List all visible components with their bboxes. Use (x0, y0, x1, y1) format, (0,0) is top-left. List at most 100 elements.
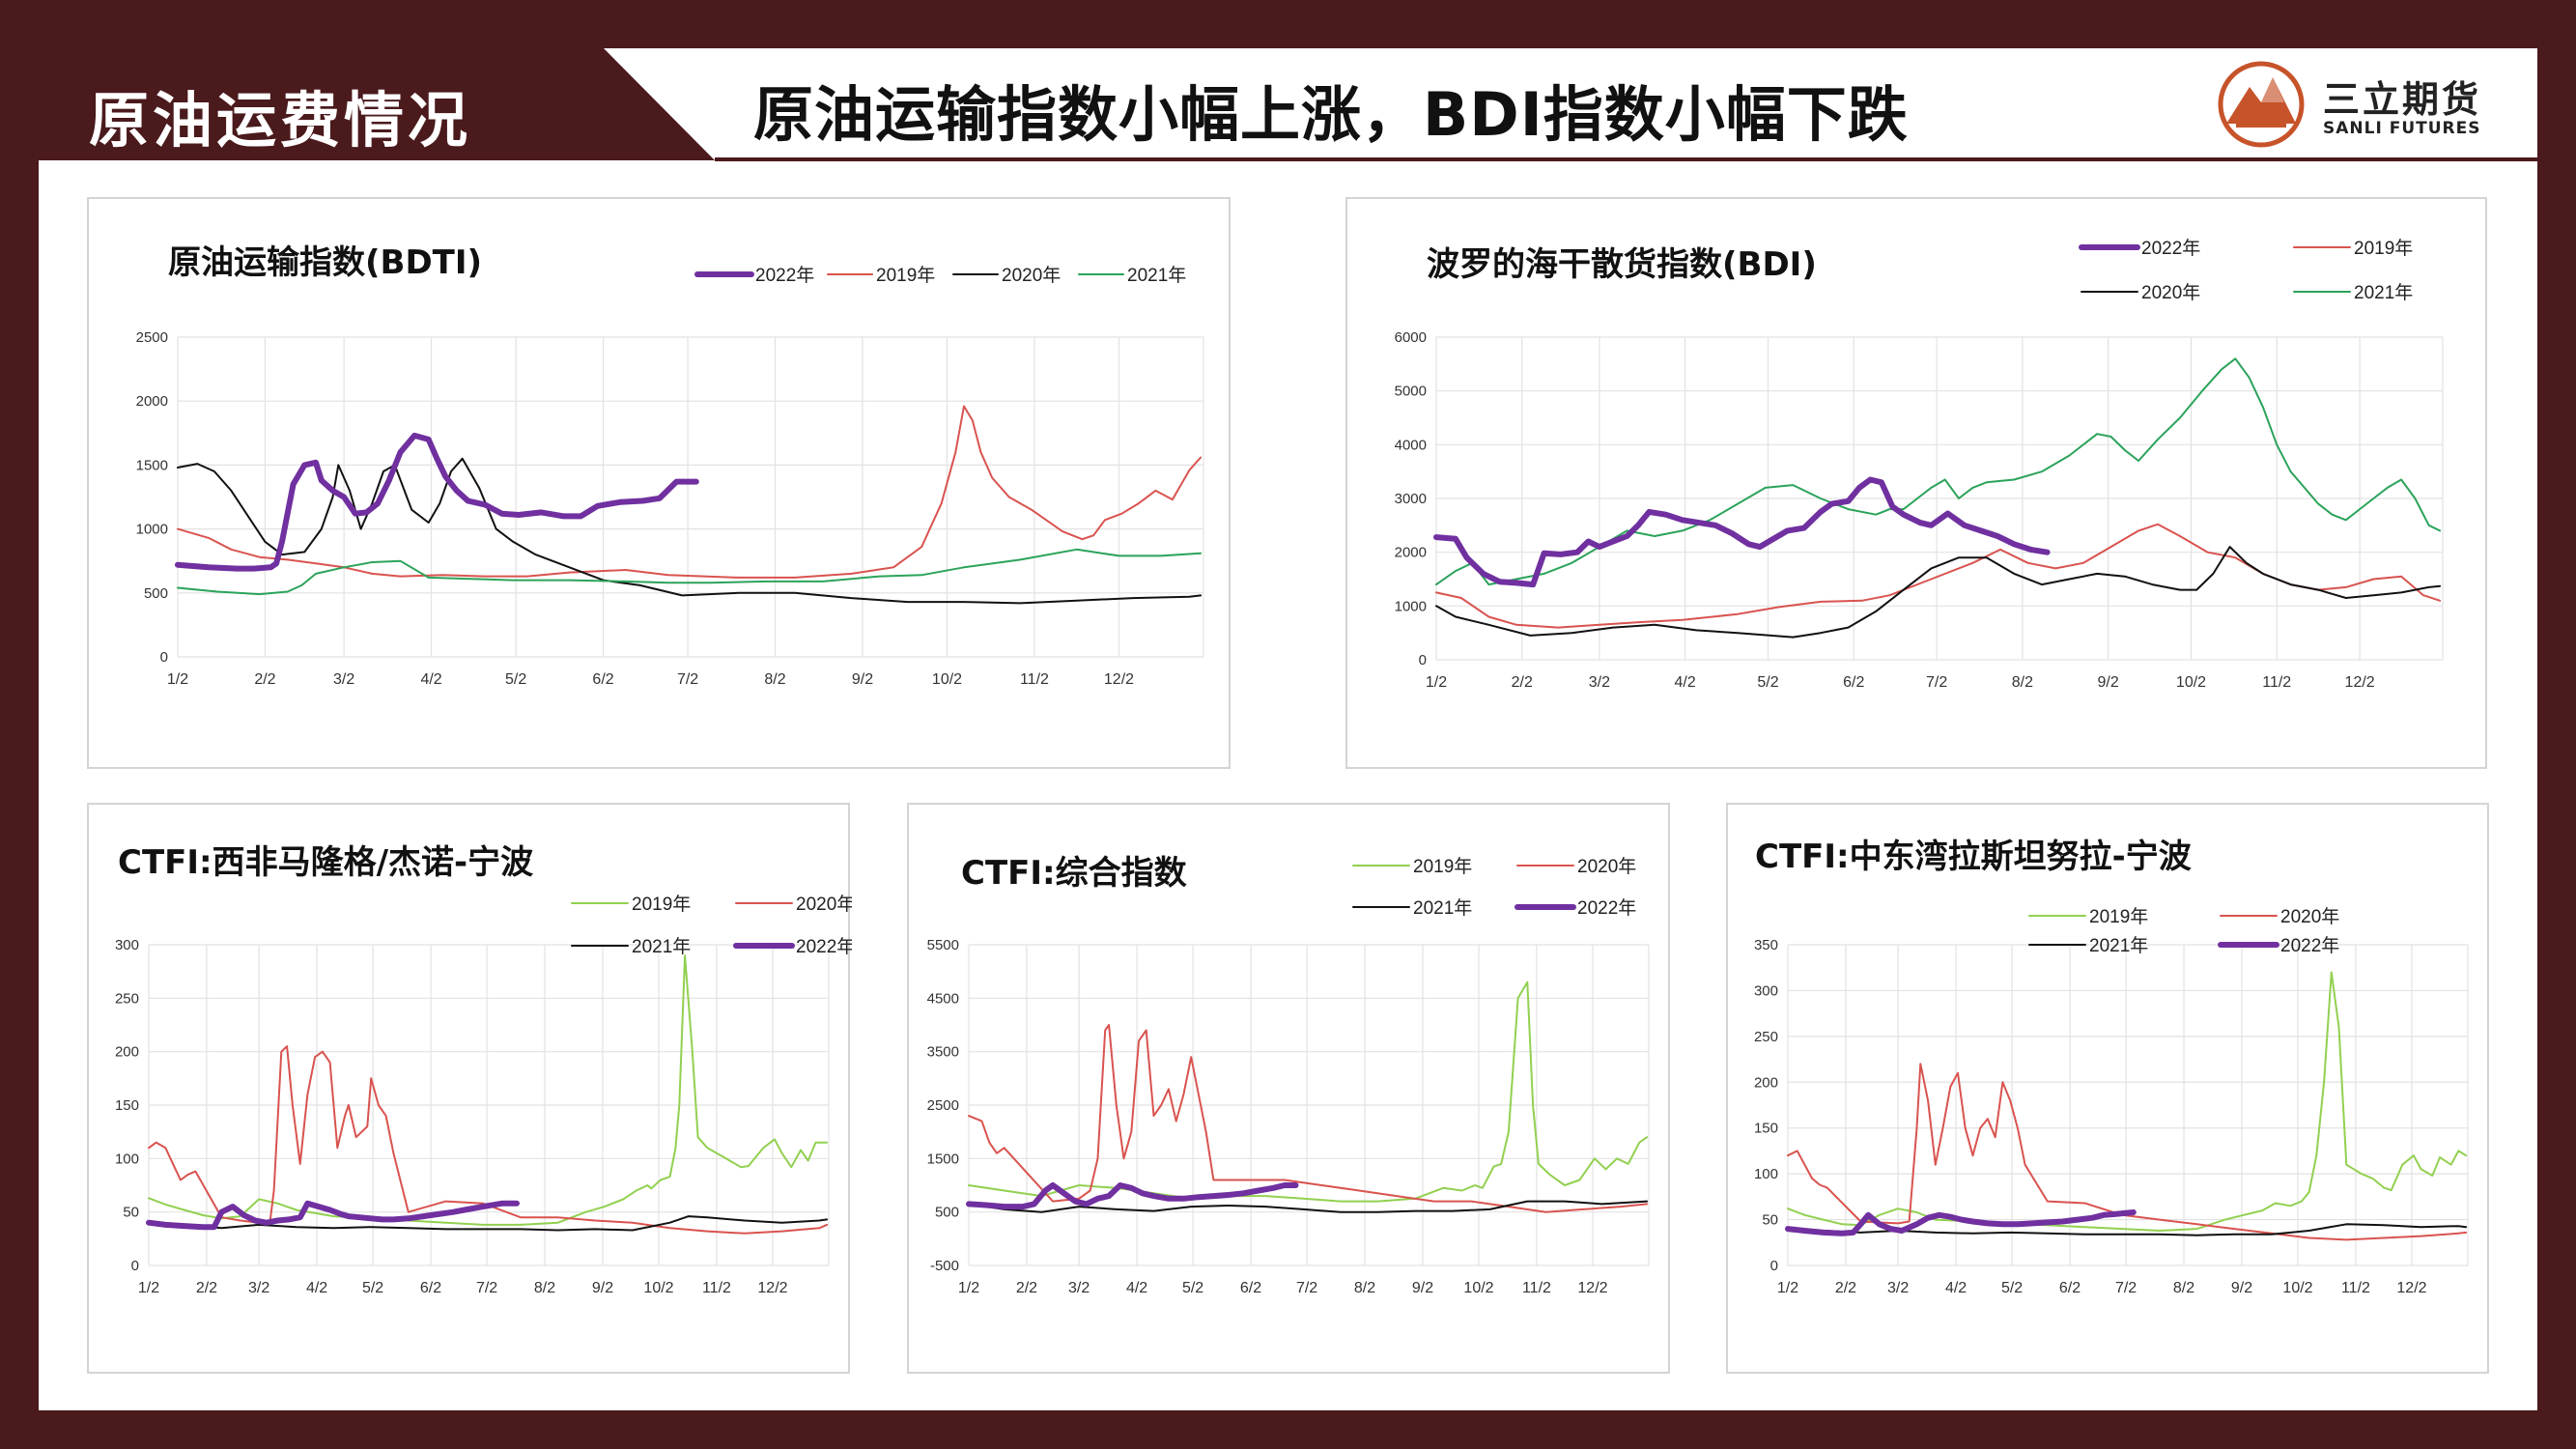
legend-label: 2020年 (2141, 282, 2200, 303)
y-tick-label: 2000 (136, 393, 168, 410)
x-tick-label: 2/2 (1835, 1280, 1856, 1296)
x-tick-label: 7/2 (476, 1280, 497, 1296)
series-line (175, 432, 699, 572)
series-line (148, 1215, 829, 1232)
y-tick-label: 300 (115, 937, 139, 953)
x-tick-label: 5/2 (1182, 1280, 1203, 1296)
legend-label: 2019年 (876, 265, 935, 286)
series-line (1787, 971, 2468, 1232)
x-tick-label: 5/2 (1757, 674, 1778, 691)
y-tick-label: 1000 (1395, 598, 1427, 614)
x-tick-label: 12/2 (1104, 671, 1134, 688)
y-tick-label: 0 (131, 1258, 139, 1274)
legend-label: 2019年 (2354, 238, 2413, 259)
legend-label: 2021年 (2089, 935, 2148, 956)
x-tick-label: 9/2 (1412, 1280, 1433, 1296)
x-tick-label: 7/2 (677, 671, 698, 688)
x-tick-label: 4/2 (1945, 1280, 1967, 1296)
x-tick-label: 10/2 (643, 1280, 673, 1296)
x-tick-label: 9/2 (2097, 674, 2118, 691)
y-tick-label: 200 (1754, 1074, 1778, 1091)
y-tick-label: 2500 (927, 1097, 959, 1114)
x-tick-label: 11/2 (2262, 674, 2291, 691)
chart-title: CTFI:西非马隆格/杰诺-宁波 (118, 843, 534, 882)
y-tick-label: 50 (123, 1205, 139, 1221)
x-tick-label: 11/2 (1020, 671, 1049, 688)
x-tick-label: 2/2 (196, 1280, 217, 1296)
legend-label: 2020年 (1002, 265, 1061, 286)
legend-label: 2021年 (1413, 897, 1472, 919)
sanli-logo-icon (2218, 61, 2305, 148)
y-tick-label: 50 (1762, 1212, 1778, 1229)
series-line (1433, 476, 2051, 588)
y-tick-label: 1000 (136, 522, 168, 538)
y-tick-label: 5500 (927, 937, 959, 953)
series-line (968, 1024, 1649, 1213)
x-tick-label: 3/2 (333, 671, 354, 688)
x-tick-label: 9/2 (592, 1280, 613, 1296)
legend-label: 2019年 (632, 894, 691, 915)
series-line (1785, 1209, 2137, 1236)
x-tick-label: 10/2 (932, 671, 962, 688)
logo-text-cn: 三立期货 (2323, 78, 2482, 121)
series-line (968, 980, 1649, 1203)
x-tick-label: 10/2 (1463, 1280, 1493, 1296)
x-tick-label: 1/2 (138, 1280, 159, 1296)
x-tick-label: 3/2 (248, 1280, 269, 1296)
x-tick-label: 4/2 (1675, 674, 1696, 691)
x-tick-label: 9/2 (852, 671, 873, 688)
legend-label: 2021年 (632, 936, 691, 957)
x-tick-label: 5/2 (2001, 1280, 2023, 1296)
x-tick-label: 9/2 (2231, 1280, 2252, 1296)
chart-title: CTFI:中东湾拉斯坦努拉-宁波 (1755, 838, 2192, 876)
legend-label: 2022年 (2280, 935, 2339, 956)
x-tick-label: 11/2 (2341, 1280, 2370, 1296)
x-tick-label: 8/2 (534, 1280, 555, 1296)
x-tick-label: 6/2 (592, 671, 613, 688)
x-tick-label: 6/2 (2059, 1280, 2081, 1296)
x-tick-label: 12/2 (2345, 674, 2375, 691)
series-line (146, 1200, 520, 1231)
series-line (177, 457, 1203, 605)
logo-text-en: SANLI FUTURES (2323, 119, 2481, 138)
x-tick-label: 2/2 (254, 671, 275, 688)
legend-label: 2021年 (2354, 282, 2413, 303)
series-line (1435, 357, 2442, 586)
x-tick-label: 2/2 (1016, 1280, 1037, 1296)
series-line (966, 1182, 1299, 1210)
x-tick-label: 12/2 (757, 1280, 787, 1296)
section-title: 原油运费情况 (89, 85, 472, 156)
x-tick-label: 7/2 (1926, 674, 1947, 691)
x-tick-label: 5/2 (505, 671, 526, 688)
x-tick-label: 5/2 (362, 1280, 383, 1296)
chart-panel-bdi: 0 1000 2000 3000 4000 5000 6000 1/2 2/2 3/2 4/2 5/2… (1345, 197, 2487, 769)
x-tick-label: 1/2 (1777, 1280, 1798, 1296)
y-tick-label: 100 (1754, 1166, 1778, 1182)
x-tick-label: 8/2 (764, 671, 785, 688)
legend-label: 2020年 (2280, 906, 2339, 927)
y-tick-label: 4000 (1395, 437, 1427, 453)
y-tick-label: 5000 (1395, 384, 1427, 400)
x-tick-label: 2/2 (1512, 674, 1533, 691)
y-tick-label: 500 (144, 585, 168, 602)
y-tick-label: 150 (1754, 1121, 1778, 1137)
y-tick-label: 0 (160, 649, 168, 666)
x-tick-label: 10/2 (2176, 674, 2206, 691)
x-tick-label: 4/2 (306, 1280, 327, 1296)
y-tick-label: 3500 (927, 1044, 959, 1061)
header-divider (715, 157, 2537, 161)
chart-panel-ctfi-composite: -500 500 1500 2500 3500 4500 5500 1/2 2/2 3/2 4/2 5… (907, 803, 1670, 1374)
x-tick-label: 3/2 (1068, 1280, 1090, 1296)
legend-label: 2019年 (1413, 856, 1472, 877)
y-tick-label: 2000 (1395, 545, 1427, 561)
x-tick-label: 3/2 (1887, 1280, 1909, 1296)
chart-panel-bdti: 0 500 1000 1500 2000 2500 1/2 2/2 3/2 4/2 5/2 6/2 7/… (87, 197, 1231, 769)
legend-label: 2021年 (1127, 265, 1186, 286)
x-tick-label: 6/2 (1843, 674, 1864, 691)
chart-panel-ctfi-west-africa: 0 50 100 150 200 250 300 1/2 2/2 3/2 4/2 5/2 6/2 7/2 8… (87, 803, 852, 1374)
y-tick-label: 500 (935, 1205, 959, 1221)
y-tick-label: 1500 (136, 457, 168, 473)
legend-label: 2022年 (755, 265, 814, 286)
chart-title: 波罗的海干散货指数(BDI) (1427, 245, 1817, 284)
y-tick-label: 250 (1754, 1029, 1778, 1045)
